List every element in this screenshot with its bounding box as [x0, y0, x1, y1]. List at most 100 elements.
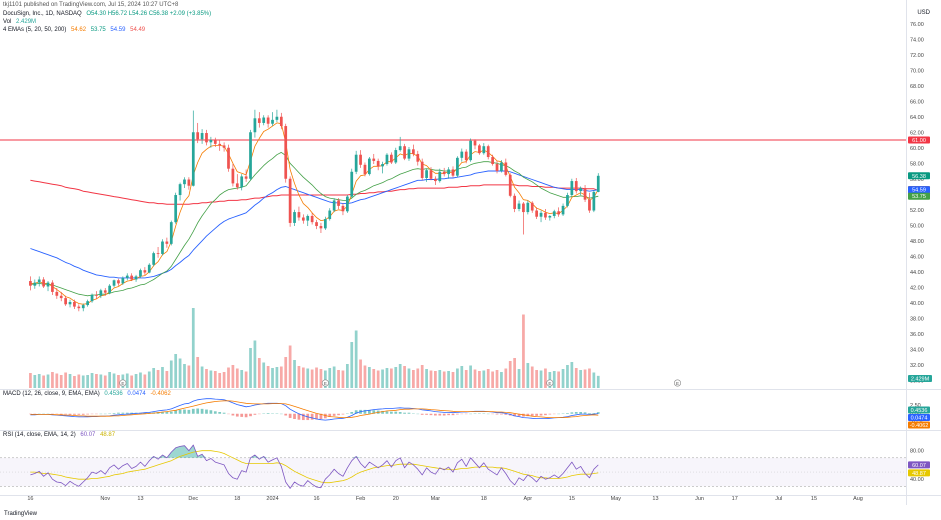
candle-body	[196, 132, 200, 140]
macd-hist-bar	[77, 413, 81, 415]
volume-bar	[588, 368, 591, 388]
candle-body	[469, 140, 472, 161]
candle	[513, 193, 516, 213]
candle	[174, 192, 178, 224]
candle	[33, 279, 37, 289]
volume-bar	[112, 373, 116, 388]
earnings-marker: E	[673, 379, 681, 387]
candle-body	[147, 264, 151, 273]
candle	[376, 158, 380, 171]
volume-bar	[539, 370, 543, 388]
candle-body	[306, 215, 310, 221]
macd-hist-bar	[112, 413, 116, 414]
volume-bar	[191, 308, 195, 388]
candle	[235, 174, 239, 190]
tradingview-logo[interactable]: TradingView	[4, 511, 37, 517]
candle-body	[535, 210, 539, 217]
rsi-tag-bg	[908, 469, 930, 477]
candle	[359, 150, 362, 168]
candle-body	[574, 181, 578, 192]
price-tick-label: 36.00	[910, 332, 924, 338]
rsi-tick-label: 80.00	[910, 449, 924, 455]
candle	[491, 154, 494, 166]
macd-hist-bar	[526, 413, 530, 417]
macd-hist-bar	[394, 411, 398, 414]
candle	[596, 173, 600, 193]
candle-body	[59, 295, 63, 299]
candle-body	[231, 168, 235, 184]
macd-hist-bar	[539, 413, 543, 416]
volume-bar	[86, 375, 90, 388]
macd-hist-bar	[530, 413, 534, 416]
macd-hist-bar	[244, 413, 248, 418]
volume-bar	[284, 357, 288, 388]
macd-hist-bar	[301, 413, 305, 421]
candle-body	[385, 154, 389, 165]
volume-bar	[486, 369, 490, 388]
volume-bar	[561, 369, 565, 388]
macd-tag-text: -0.4062	[910, 423, 929, 429]
volume-tag: 2.429M	[908, 375, 932, 383]
volume-bar	[460, 366, 464, 388]
price-tick-label: 76.00	[910, 22, 924, 28]
time-tick-label: Jun	[695, 496, 704, 502]
candle-body	[416, 153, 420, 162]
macd-hist-bar	[588, 413, 591, 414]
volume-bar	[130, 375, 134, 388]
macd-hist-bar	[231, 413, 235, 416]
price-tick-label: 44.00	[910, 270, 924, 276]
candle-body	[337, 200, 340, 206]
volume-bar	[522, 314, 525, 388]
volume-bar	[288, 345, 292, 388]
candle	[139, 268, 142, 278]
candle	[429, 167, 433, 181]
ema20-line	[30, 151, 599, 297]
volume-bar	[323, 370, 327, 388]
macd-hist-bar	[341, 413, 345, 415]
macd-tag: 0.4536	[908, 406, 930, 414]
volume-bar	[271, 368, 274, 388]
time-tick-label: 15	[569, 496, 575, 502]
candle	[95, 291, 98, 299]
candle	[583, 184, 587, 202]
candle	[306, 214, 310, 227]
volume-bar	[367, 367, 371, 388]
volume-bar	[442, 371, 446, 388]
candle	[213, 137, 217, 147]
price-tag-bg	[908, 186, 930, 194]
macd-signal-line	[30, 400, 599, 419]
volume-bar	[354, 330, 358, 388]
volume-bar	[275, 367, 279, 388]
macd-hist-bar	[143, 412, 147, 414]
candle	[301, 214, 305, 224]
ema200-line	[30, 179, 599, 205]
candle	[570, 178, 574, 197]
candle	[288, 176, 292, 227]
candle	[143, 267, 147, 275]
price-tick-label: 64.00	[910, 115, 924, 121]
candle	[557, 207, 561, 217]
volume-bar	[376, 370, 380, 388]
price-tick-label: 58.00	[910, 161, 924, 167]
volume-bar	[596, 375, 600, 388]
macd-hist-bar	[596, 412, 600, 414]
volume-bar	[456, 368, 459, 388]
candle	[125, 273, 129, 281]
candle	[222, 142, 226, 152]
candle	[284, 123, 288, 183]
time-tick-label: Dec	[188, 496, 198, 502]
candle	[522, 202, 525, 235]
candle	[310, 212, 314, 225]
symbol-legend: DocuSign, Inc., 1D, NASDAQ O54.30 H56.72…	[3, 11, 214, 17]
candle	[244, 169, 248, 182]
candle	[332, 198, 336, 213]
candle-body	[73, 301, 76, 307]
candle-body	[134, 276, 138, 280]
macd-hist-bar	[438, 413, 442, 416]
macd-hist-bar	[297, 413, 301, 420]
candle-body	[266, 117, 270, 124]
candle	[394, 147, 398, 165]
candle-body	[249, 132, 252, 179]
candle-body	[438, 171, 442, 182]
